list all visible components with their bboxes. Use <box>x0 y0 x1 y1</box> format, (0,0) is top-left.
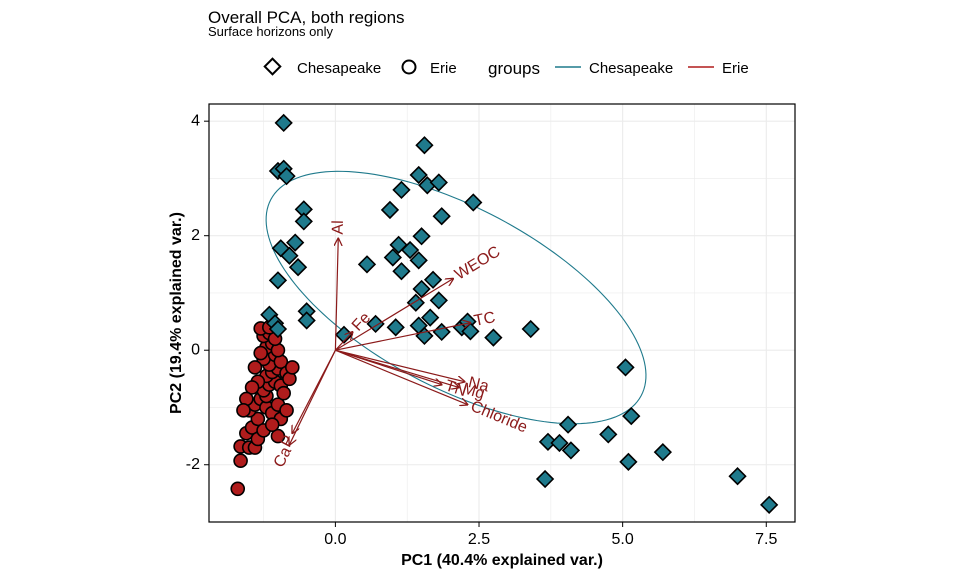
loading-label-mg: Mg <box>460 380 486 403</box>
y-tick-label: 2 <box>191 227 200 244</box>
point-chesapeake <box>392 262 411 281</box>
point-chesapeake <box>415 136 434 155</box>
point-chesapeake <box>622 406 641 426</box>
loading-arrow-chloride <box>335 349 467 404</box>
confidence-ellipses <box>265 170 647 425</box>
point-chesapeake <box>550 433 569 453</box>
y-tick-label: 0 <box>191 341 200 358</box>
plot-panel <box>209 104 795 522</box>
x-axis-label: PC1 (40.4% explained var.) <box>401 552 603 569</box>
legend-label-erie-shape: Erie <box>430 60 457 77</box>
chart-subtitle: Surface horizons only <box>208 24 334 39</box>
legend: Chesapeake Erie groups Chesapeake Erie <box>263 57 749 78</box>
point-chesapeake <box>616 358 635 377</box>
point-chesapeake <box>599 425 618 444</box>
point-chesapeake <box>294 212 313 231</box>
point-erie <box>247 360 263 375</box>
loading-arrow-p <box>292 349 336 433</box>
legend-label-chesapeake-group: Chesapeake <box>589 60 673 77</box>
chart-title: Overall PCA, both regions <box>208 8 405 27</box>
point-chesapeake <box>653 443 672 462</box>
point-erie <box>253 345 269 361</box>
point-chesapeake <box>535 469 555 489</box>
point-erie <box>279 403 294 418</box>
loading-label-al: Al <box>330 220 347 235</box>
chesapeake-points <box>260 113 779 514</box>
loading-arrow-na <box>335 349 464 381</box>
x-tick-label: 7.5 <box>755 531 777 548</box>
loading-arrow-tn <box>335 349 441 384</box>
point-chesapeake <box>423 270 443 289</box>
loading-label-na: Na <box>467 374 491 395</box>
point-chesapeake <box>297 311 316 330</box>
point-chesapeake <box>286 233 305 252</box>
point-erie <box>250 411 266 427</box>
point-chesapeake <box>357 255 377 274</box>
x-tick-label: 2.5 <box>468 531 490 548</box>
erie-points <box>230 320 300 497</box>
point-chesapeake <box>412 279 431 299</box>
point-erie <box>270 428 286 444</box>
point-chesapeake <box>421 308 440 327</box>
point-chesapeake <box>484 328 503 347</box>
point-erie <box>244 380 260 395</box>
point-erie <box>276 385 291 401</box>
point-chesapeake <box>386 318 405 337</box>
point-chesapeake <box>412 227 431 246</box>
loading-arrow-tc <box>335 323 470 351</box>
point-chesapeake <box>429 173 448 192</box>
point-chesapeake <box>521 319 540 339</box>
plot-border <box>208 103 796 523</box>
point-chesapeake <box>268 271 288 290</box>
point-chesapeake <box>429 291 448 310</box>
point-chesapeake <box>464 193 483 212</box>
y-tick-label: -2 <box>186 456 200 473</box>
point-chesapeake <box>619 452 638 472</box>
loading-arrow-fe <box>334 332 352 351</box>
point-erie <box>264 417 280 432</box>
point-erie <box>285 360 300 375</box>
point-chesapeake <box>271 239 290 258</box>
point-chesapeake <box>380 200 400 220</box>
grid <box>209 104 795 522</box>
point-chesapeake <box>432 207 451 226</box>
point-chesapeake <box>277 167 296 186</box>
y-tick-label: 4 <box>191 112 200 129</box>
point-chesapeake <box>288 258 308 277</box>
point-chesapeake <box>409 251 428 270</box>
loading-arrow-al <box>335 239 338 351</box>
point-chesapeake <box>383 248 402 267</box>
point-chesapeake <box>274 113 293 133</box>
legend-label-erie-group: Erie <box>722 60 749 77</box>
point-erie <box>233 453 248 469</box>
point-chesapeake <box>728 467 747 486</box>
point-chesapeake <box>760 495 779 514</box>
point-chesapeake <box>558 415 578 434</box>
axes: 0.0 2.5 5.0 7.5 -2 0 2 4 <box>186 112 778 548</box>
loading-label-tc: TC <box>473 309 497 330</box>
legend-label-chesapeake-shape: Chesapeake <box>297 60 381 77</box>
point-chesapeake <box>400 240 420 260</box>
x-tick-label: 5.0 <box>612 531 634 548</box>
point-erie <box>236 403 251 418</box>
legend-circle-icon <box>401 59 417 75</box>
point-chesapeake <box>280 246 299 265</box>
point-erie <box>230 481 246 497</box>
legend-diamond-icon <box>263 57 282 76</box>
point-chesapeake <box>392 180 411 200</box>
legend-groups-title: groups <box>488 59 540 78</box>
loading-label-tn: TN <box>443 377 469 400</box>
point-chesapeake <box>561 441 581 460</box>
point-chesapeake <box>409 165 428 185</box>
x-tick-label: 0.0 <box>324 531 346 548</box>
point-chesapeake <box>538 432 558 451</box>
y-axis-label: PC2 (19.4% explained var.) <box>168 212 185 414</box>
ellipse-chesapeake <box>265 170 647 425</box>
point-chesapeake <box>268 319 288 339</box>
loading-arrow-weoc <box>335 279 453 351</box>
